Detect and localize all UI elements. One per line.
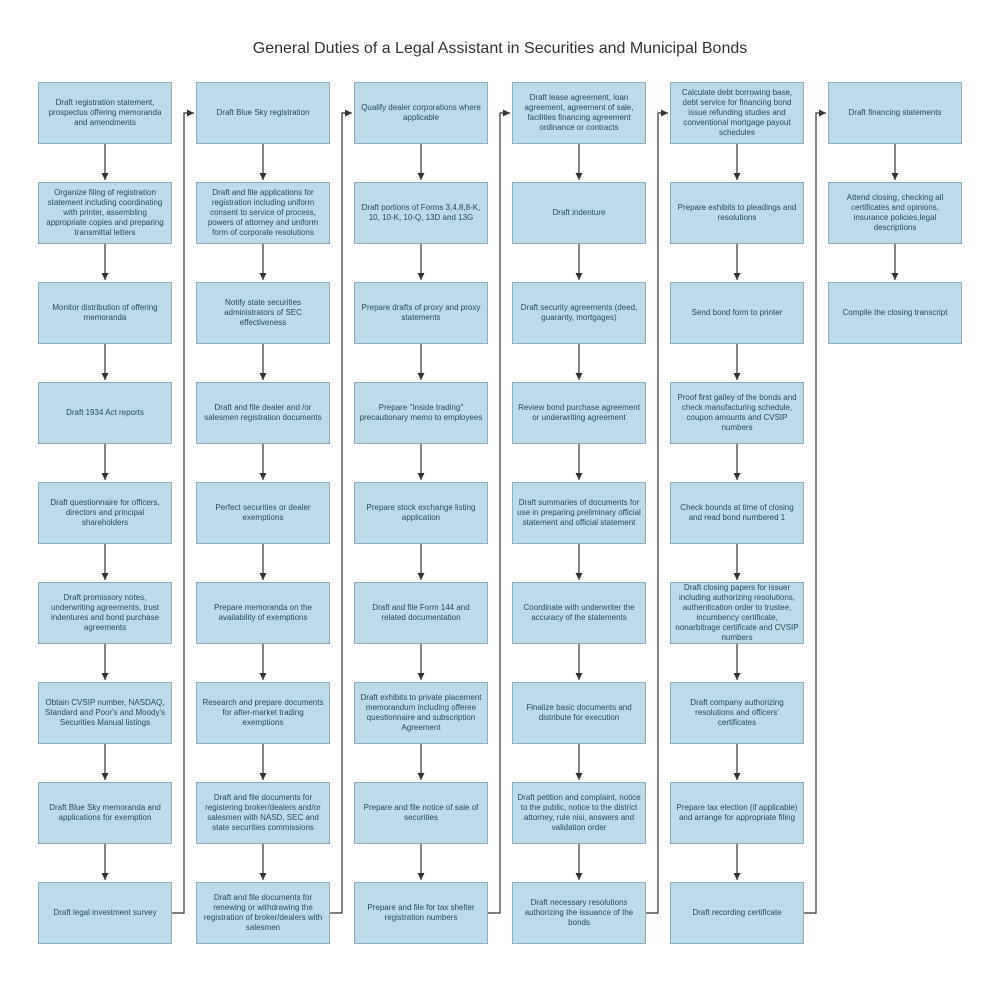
flow-box: Attend closing, checking all certificate… — [828, 182, 962, 244]
diagram-title: General Duties of a Legal Assistant in S… — [0, 40, 1000, 58]
flow-box: Prepare drafts of proxy and proxy statem… — [354, 282, 488, 344]
flow-box: Draft lease agreement, loan agreement, a… — [512, 82, 646, 144]
flow-box: Prepare "Inside trading" precautionary m… — [354, 382, 488, 444]
flow-box: Finalize basic documents and distribute … — [512, 682, 646, 744]
flow-box: Draft and file documents for renewing or… — [196, 882, 330, 944]
flow-box: Draft and file Form 144 and related docu… — [354, 582, 488, 644]
flow-box: Draft Blue Sky memoranda and application… — [38, 782, 172, 844]
flow-box: Check bounds at time of closing and read… — [670, 482, 804, 544]
flow-box: Review bond purchase agreement or underw… — [512, 382, 646, 444]
flow-box: Draft registration statement, prospectus… — [38, 82, 172, 144]
flow-box: Organize filing of registration statemen… — [38, 182, 172, 244]
flow-box: Prepare and file notice of sale of secur… — [354, 782, 488, 844]
flow-box: Monitor distribution of offering memoran… — [38, 282, 172, 344]
flow-box: Draft recording certificate — [670, 882, 804, 944]
flow-box: Draft financing statements — [828, 82, 962, 144]
flow-box: Obtain CVSIP number, NASDAQ, Standard an… — [38, 682, 172, 744]
flow-box: Draft portions of Forms 3,4,8,8-K, 10, 1… — [354, 182, 488, 244]
flow-box: Research and prepare documents for after… — [196, 682, 330, 744]
flow-box: Draft closing papers for issuer includin… — [670, 582, 804, 644]
flow-box: Coordinate with underwriter the accuracy… — [512, 582, 646, 644]
flow-box: Draft and file dealer and /or salesmen r… — [196, 382, 330, 444]
flow-box: Draft indenture — [512, 182, 646, 244]
flow-box: Prepare memoranda on the availability of… — [196, 582, 330, 644]
flow-box: Prepare and file for tax shelter registr… — [354, 882, 488, 944]
flow-box: Qualify dealer corporations where applic… — [354, 82, 488, 144]
flow-box: Draft Blue Sky registration — [196, 82, 330, 144]
flow-box: Prepare tax election (if applicable) and… — [670, 782, 804, 844]
flow-box: Draft summaries of documents for use in … — [512, 482, 646, 544]
flow-box: Notify state securities administrators o… — [196, 282, 330, 344]
flow-box: Draft petition and complaint, notice to … — [512, 782, 646, 844]
flow-box: Draft exhibits to private placement memo… — [354, 682, 488, 744]
flow-box: Draft promissory notes, underwriting agr… — [38, 582, 172, 644]
flow-box: Draft company authorizing resolutions an… — [670, 682, 804, 744]
flow-box: Draft legal investment survey — [38, 882, 172, 944]
flow-box: Prepare exhibits to pleadings and resolu… — [670, 182, 804, 244]
flow-box: Proof first galley of the bonds and chec… — [670, 382, 804, 444]
flow-box: Calculate debt borrowing base, debt serv… — [670, 82, 804, 144]
flow-box: Draft necessary resolutions authorizing … — [512, 882, 646, 944]
flow-box: Send bond form to printer — [670, 282, 804, 344]
flow-box: Prepare stock exchange listing applicati… — [354, 482, 488, 544]
flow-box: Draft and file applications for registra… — [196, 182, 330, 244]
flow-box: Perfect securities or dealer exemptions — [196, 482, 330, 544]
flow-box: Draft 1934 Act reports — [38, 382, 172, 444]
flow-box: Draft and file documents for registering… — [196, 782, 330, 844]
flow-box: Compile the closing transcript — [828, 282, 962, 344]
flow-box: Draft questionnaire for officers, direct… — [38, 482, 172, 544]
flow-box: Draft security agreements (deed, guarant… — [512, 282, 646, 344]
